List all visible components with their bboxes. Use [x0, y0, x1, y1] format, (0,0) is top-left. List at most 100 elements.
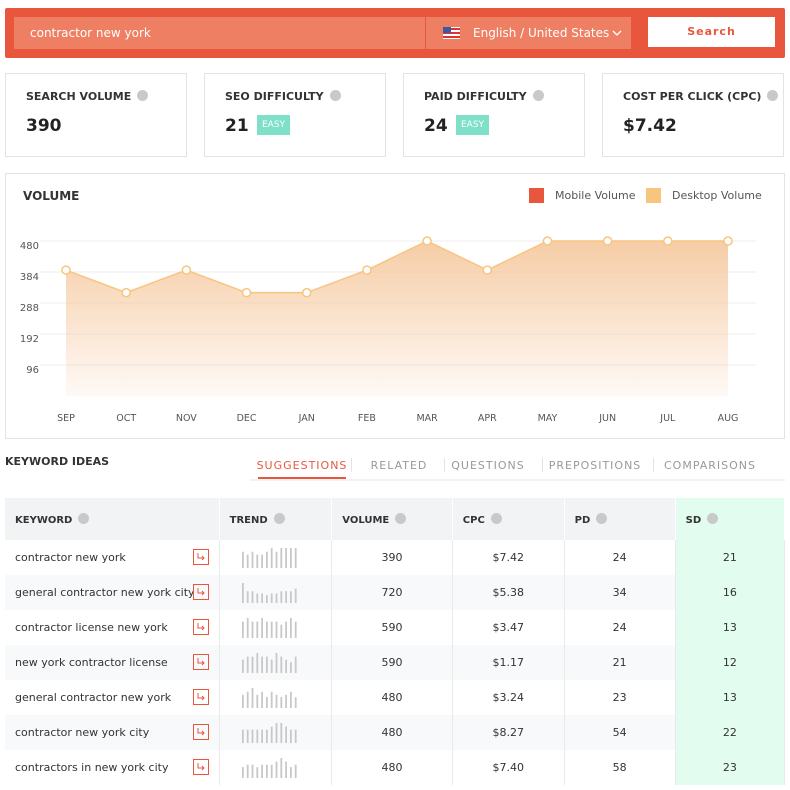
chart: VOLUME Mobile Volume Desktop Volume 96 192 28… — [20, 188, 762, 424]
x-tick-label: AUG — [718, 413, 739, 424]
tab[interactable]: COMPARISONS — [663, 459, 757, 472]
trend-bar — [275, 694, 278, 708]
sd-cell: 16 — [675, 575, 786, 610]
language-label: English / United States — [473, 26, 610, 40]
trend-bar — [256, 766, 258, 778]
trend-bar — [294, 729, 297, 743]
trend-bar — [289, 729, 292, 743]
keyword-text: contractors in new york city — [15, 761, 169, 774]
x-tick-label: OCT — [116, 413, 136, 424]
data-point — [482, 265, 493, 275]
column-header: PD — [564, 498, 676, 540]
trend-bar — [260, 617, 263, 638]
trend-bar — [251, 551, 254, 568]
chevron — [612, 30, 622, 36]
x-tick-label: DEC — [237, 413, 257, 424]
tab-underline — [258, 477, 346, 479]
open-icon[interactable] — [192, 724, 209, 740]
tab[interactable]: PREPOSITIONS — [548, 459, 642, 472]
trend-bar — [289, 547, 292, 568]
trend-sparkline — [241, 722, 297, 743]
data-point — [301, 287, 312, 298]
cpc-cell: $5.38 — [452, 575, 565, 610]
help-icon — [767, 90, 779, 101]
keyword-cell: new york contractor license — [5, 645, 220, 680]
data-point — [723, 236, 733, 246]
metric-label: SEARCH VOLUME — [26, 90, 149, 103]
sd-cell: 12 — [675, 645, 786, 680]
open-icon[interactable] — [192, 759, 209, 775]
tab[interactable]: QUESTIONS — [451, 459, 525, 472]
search-input[interactable]: contractor new york — [14, 17, 425, 49]
volume-cell: 480 — [331, 750, 453, 785]
sd-cell: 13 — [675, 610, 786, 645]
metric-value: 24 — [424, 116, 448, 136]
table-row: contractors in new york city 480 $7.40 58 23 — [5, 750, 786, 785]
open-icon[interactable] — [192, 689, 209, 705]
open-icon[interactable] — [192, 619, 209, 635]
open-icon[interactable] — [192, 584, 209, 600]
trend-bar — [294, 656, 297, 673]
legend-swatch — [529, 188, 544, 203]
trend-bar — [251, 656, 254, 673]
trend-bar — [251, 687, 254, 708]
table-row: contractor new york 390 $7.42 24 21 — [5, 540, 786, 575]
table-row: contractor new york city 480 $8.27 54 22 — [5, 715, 786, 750]
trend-bar — [270, 659, 273, 673]
trend-bar — [246, 617, 249, 638]
open-icon[interactable] — [192, 549, 209, 565]
keyword-text: contractor license new york — [15, 621, 168, 634]
pd-cell: 58 — [564, 750, 676, 785]
trend-sparkline — [241, 617, 297, 638]
trend-bar — [280, 722, 282, 743]
metric-label: PAID DIFFICULTY — [424, 90, 544, 103]
trend-cell — [219, 680, 333, 715]
pd-cell: 23 — [564, 680, 676, 715]
column-header: CPC — [452, 498, 565, 540]
sd-cell: 21 — [675, 540, 786, 575]
trend-bar — [251, 729, 254, 743]
tab-separator — [541, 458, 543, 472]
icon-arrow — [197, 763, 205, 771]
trend-bar — [280, 547, 282, 568]
metric-label-text: SEARCH VOLUME — [26, 90, 132, 103]
volume-cell: 390 — [331, 540, 453, 575]
trend-cell — [219, 610, 333, 645]
metric-label-text: PAID DIFFICULTY — [424, 90, 527, 103]
trend-bar — [246, 590, 249, 603]
y-tick-label: 192 — [20, 334, 39, 345]
icon-arrow — [197, 658, 205, 666]
icon-border — [192, 619, 209, 635]
column-header-text: SD — [685, 514, 702, 526]
tab[interactable]: RELATED — [370, 459, 428, 472]
tab[interactable]: SUGGESTIONS — [256, 459, 348, 472]
trend-bar — [260, 691, 263, 708]
trend-bar — [251, 621, 254, 638]
trend-bar — [251, 590, 254, 603]
trend-bar — [275, 761, 278, 778]
x-tick-label: FEB — [358, 413, 376, 424]
cpc-cell: $8.27 — [452, 715, 565, 750]
trend-bar — [270, 726, 273, 743]
keyword-text: contractor new york city — [15, 726, 150, 739]
trend-bar — [280, 590, 282, 603]
trend-bar — [294, 621, 297, 638]
tab-separator — [350, 458, 352, 472]
trend-bar — [241, 582, 244, 603]
language-select[interactable]: English / United States — [426, 17, 631, 49]
trend-bar — [246, 691, 249, 708]
help-icon — [490, 512, 502, 524]
metric-value: $7.42 — [623, 116, 677, 136]
data-point — [241, 287, 252, 298]
keyword-text: contractor new york — [15, 551, 126, 564]
trend-bar — [246, 554, 249, 568]
search-button[interactable]: Search — [648, 17, 775, 47]
trend-bar — [256, 554, 258, 568]
tab-separator — [443, 458, 445, 472]
trend-bar — [284, 659, 287, 673]
column-header-text: TREND — [229, 514, 268, 526]
icon-border — [192, 689, 209, 705]
icon-arrow — [197, 693, 205, 701]
open-icon[interactable] — [192, 654, 209, 670]
